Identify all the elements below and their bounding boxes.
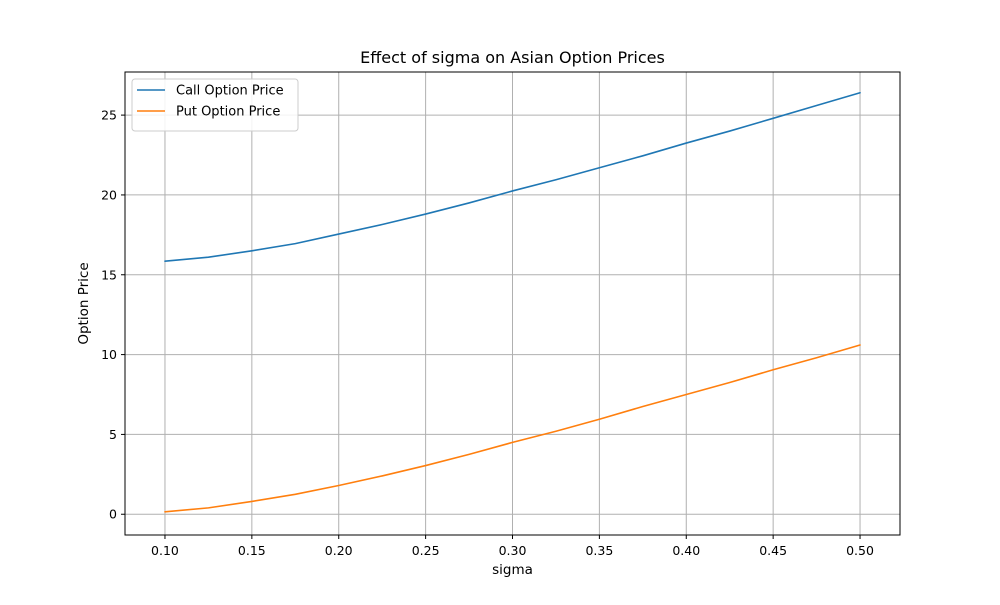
y-tick-label: 20 (101, 187, 117, 202)
series-line-put-option-price (164, 344, 861, 513)
legend: Call Option Price Put Option Price (131, 78, 299, 132)
chart-title: Effect of sigma on Asian Option Prices (360, 48, 665, 67)
legend-label-put-option-price: Put Option Price (176, 105, 280, 120)
legend-label-call-option-price: Call Option Price (176, 84, 284, 99)
x-tick-label: 0.50 (846, 543, 874, 558)
x-tick-label: 0.30 (499, 543, 527, 558)
x-tick-label: 0.25 (412, 543, 440, 558)
y-tick-label: 25 (101, 108, 117, 123)
y-axis-label: Option Price (76, 262, 92, 344)
x-tick-label: 0.20 (325, 543, 353, 558)
x-tick-label: 0.40 (672, 543, 700, 558)
x-axis-label: sigma (492, 562, 533, 578)
y-tick-label: 15 (101, 267, 117, 282)
x-tick-label: 0.15 (238, 543, 266, 558)
legend-box (131, 78, 299, 132)
y-tick-label: 5 (109, 427, 117, 442)
y-tick-label: 0 (109, 507, 117, 522)
x-tick-label: 0.10 (151, 543, 179, 558)
series-line-call-option-price (164, 91, 861, 262)
x-tick-label: 0.35 (585, 543, 613, 558)
axis-ticks: 0.10 0.15 0.20 0.25 0.30 0.35 0.40 0.45 0.50 0 5 10… (101, 108, 874, 558)
series-lines (164, 91, 861, 513)
x-tick-label: 0.45 (759, 543, 787, 558)
y-tick-label: 10 (101, 347, 117, 362)
grid (125, 72, 900, 535)
